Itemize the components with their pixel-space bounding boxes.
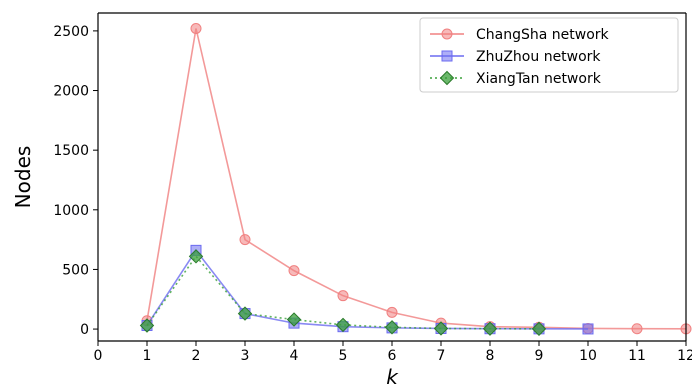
legend-marker xyxy=(441,28,453,40)
data-point xyxy=(288,265,300,277)
data-point xyxy=(139,318,155,333)
legend-marker xyxy=(439,70,455,86)
legend-label: ZhuZhou network xyxy=(476,49,601,65)
x-tick-label: 9 xyxy=(535,348,544,364)
y-tick-label: 1500 xyxy=(53,143,89,159)
y-axis-label: Nodes xyxy=(11,146,35,209)
series-line xyxy=(146,28,687,330)
data-point xyxy=(188,249,204,264)
series-layer xyxy=(139,23,692,337)
legend-box xyxy=(419,17,679,93)
x-tick-label: 10 xyxy=(579,348,597,364)
legend-entry: ChangSha network xyxy=(430,27,610,43)
data-point xyxy=(239,234,251,246)
x-tick-label: 8 xyxy=(486,348,495,364)
data-point xyxy=(384,320,400,335)
legend-marker xyxy=(441,50,453,62)
y-tick-label: 2000 xyxy=(53,84,89,100)
x-tick-label: 6 xyxy=(388,348,397,364)
y-tick-label: 1000 xyxy=(53,203,89,219)
legend-label: XiangTan network xyxy=(476,71,602,87)
y-tick-label: 0 xyxy=(80,322,89,338)
y-tick-label: 2500 xyxy=(53,24,89,40)
legend-label: ChangSha network xyxy=(476,27,610,43)
data-point xyxy=(433,321,449,336)
legend-entry: XiangTan network xyxy=(430,70,602,87)
data-point xyxy=(482,321,498,336)
x-tick-label: 2 xyxy=(192,348,201,364)
data-point xyxy=(531,321,547,337)
x-tick-label: 0 xyxy=(94,348,103,364)
x-tick-label: 12 xyxy=(677,348,692,364)
x-axis-label: k xyxy=(386,365,399,387)
x-tick-label: 7 xyxy=(437,348,446,364)
legend-entry: ZhuZhou network xyxy=(430,49,601,65)
data-point xyxy=(631,323,643,335)
data-point xyxy=(582,323,594,335)
x-tick-label: 1 xyxy=(143,348,152,364)
data-point xyxy=(190,23,202,35)
data-point xyxy=(237,306,253,321)
data-point xyxy=(335,317,351,333)
y-tick-label: 500 xyxy=(62,262,89,278)
series-xiangtan-network xyxy=(139,249,547,337)
x-tick-label: 11 xyxy=(628,348,646,364)
data-point xyxy=(337,290,349,302)
x-tick-label: 4 xyxy=(290,348,299,364)
x-tick-label: 3 xyxy=(241,348,250,364)
x-tick-label: 5 xyxy=(339,348,348,364)
data-point xyxy=(286,312,302,327)
legend: ChangSha network ZhuZhou network XiangTan … xyxy=(419,17,679,93)
data-point xyxy=(386,306,398,318)
